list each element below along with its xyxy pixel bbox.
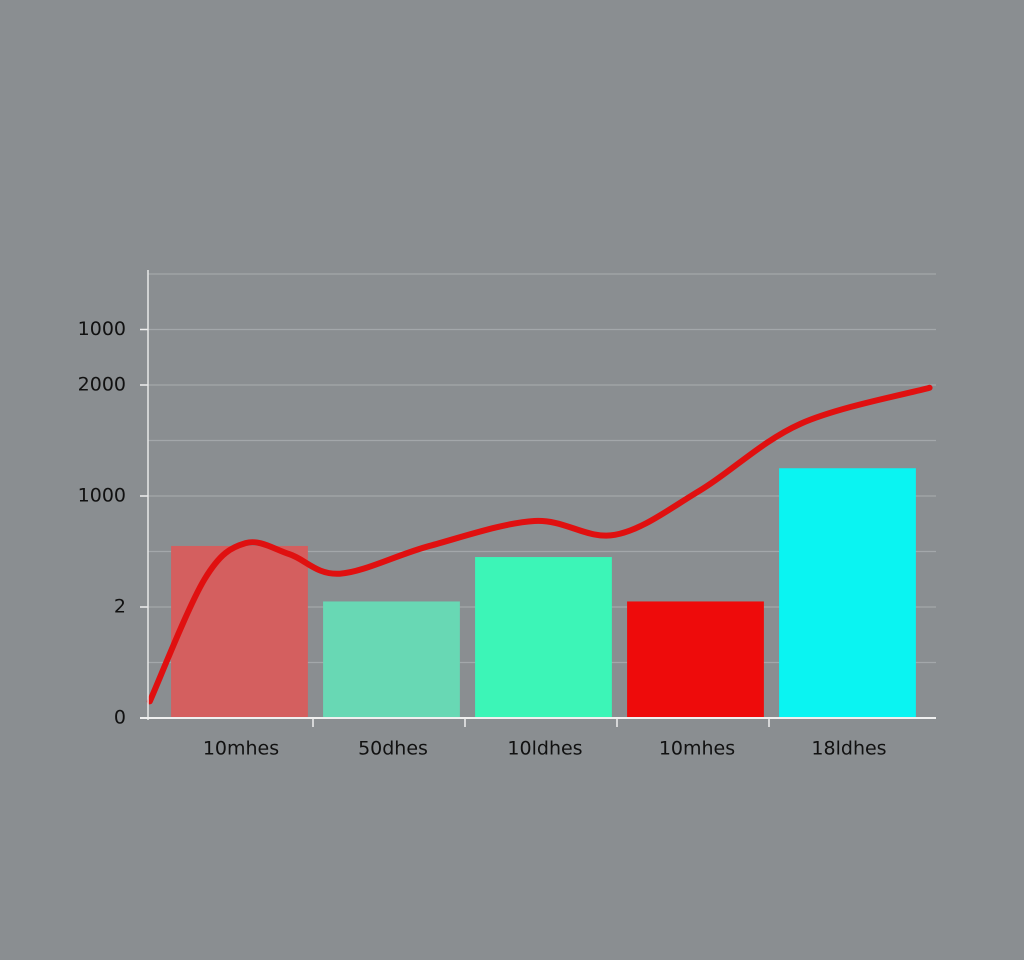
y-tick-label: 2000	[78, 374, 126, 396]
bar	[323, 601, 460, 718]
bar	[627, 601, 764, 718]
bar	[779, 468, 916, 718]
y-tick-label: 2	[114, 596, 126, 618]
x-tick-label: 10ldhes	[507, 738, 582, 760]
labels: 0 2 1000 2000 1000 10mhes 50dhes 10ldhes 10mhes 1…	[78, 318, 887, 760]
x-tick-label: 10mhes	[659, 738, 735, 760]
x-tick-label: 50dhes	[358, 738, 428, 760]
x-tick-label: 18ldhes	[811, 738, 886, 760]
bar	[171, 545, 308, 718]
x-tick-label: 10mhes	[203, 738, 279, 760]
line	[146, 384, 933, 705]
marks	[146, 384, 933, 718]
y-tick-label: 1000	[78, 318, 126, 340]
y-tick-label: 1000	[78, 485, 126, 507]
bar	[475, 557, 612, 718]
y-tick-label: 0	[114, 707, 126, 729]
